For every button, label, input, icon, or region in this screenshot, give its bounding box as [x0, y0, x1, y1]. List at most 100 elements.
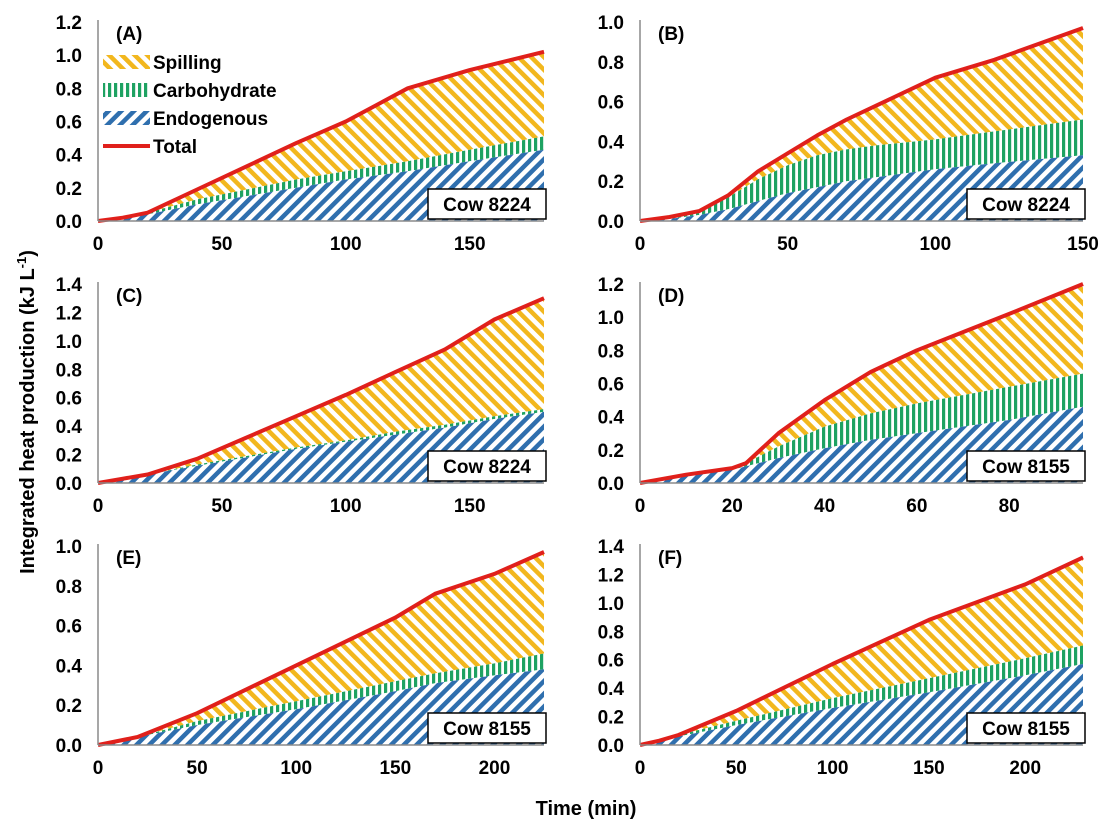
panel-b-cow-box	[966, 188, 1086, 220]
panel-f-ytick-label: 0.8	[598, 622, 624, 643]
x-axis-title: Time (min)	[536, 798, 637, 820]
panel-f-ytick-label: 1.0	[598, 594, 624, 615]
y-axis-title: Integrated heat production (kJ L-1)	[14, 250, 39, 574]
panel-c-ytick-label: 1.2	[56, 303, 82, 324]
panel-e-xtick-label: 150	[379, 758, 411, 779]
panel-a-cow-box	[427, 188, 547, 220]
panel-d-xtick-label: 40	[814, 496, 835, 517]
panel-b-total-line	[639, 26, 1084, 223]
panel-f-xtick-label: 200	[1009, 758, 1041, 779]
panel-f-ytick-label: 0.4	[598, 679, 625, 700]
panel-e-cow-box	[427, 712, 547, 744]
panel-a-ytick-label: 0.8	[56, 79, 82, 100]
legend-label-spilling: Spilling	[153, 53, 222, 74]
panel-b-ytick-label: 0.6	[598, 93, 624, 114]
panel-f-total-line	[639, 555, 1084, 747]
panel-a-xtick-label: 50	[211, 234, 232, 255]
panel-c-xtick-label: 50	[211, 496, 232, 517]
legend-swatch-endogenous	[103, 111, 150, 125]
panel-e-label: (E)	[116, 548, 141, 569]
panel-a-xtick-label: 150	[454, 234, 486, 255]
panel-d-cow-box	[966, 450, 1086, 482]
legend-swatch-spilling	[103, 55, 150, 69]
panel-b-xtick-label: 100	[919, 234, 951, 255]
panel-b-ytick-label: 0.0	[598, 212, 624, 233]
panel-d-xtick-label: 60	[906, 496, 927, 517]
panel-b-xtick-label: 150	[1067, 234, 1099, 255]
panel-b-xtick-label: 50	[777, 234, 798, 255]
panel-a-ytick-label: 1.2	[56, 13, 82, 34]
panel-c-carbohydrate-area	[98, 409, 544, 483]
panel-c-xtick-label: 0	[93, 496, 104, 517]
panel-b-carbohydrate-area	[640, 119, 1083, 221]
panel-a-ytick-label: 0.4	[56, 146, 83, 167]
panel-f-label: (F)	[658, 548, 682, 569]
panel-f-xtick-label: 150	[913, 758, 945, 779]
panel-e-ytick-label: 0.4	[56, 656, 83, 677]
panel-f-cow-box	[966, 712, 1086, 744]
panel-d-ytick-label: 1.0	[598, 308, 624, 329]
legend: Spilling Carbohydrate Endogenous Total	[103, 53, 277, 158]
panel-a-ytick-label: 1.0	[56, 46, 82, 67]
panel-d-ytick-label: 0.4	[598, 408, 625, 429]
panel-d-xtick-label: 0	[635, 496, 646, 517]
panel-a-xtick-label: 0	[93, 234, 104, 255]
panel-f-ytick-label: 0.0	[598, 736, 624, 757]
panel-c-ytick-label: 1.4	[56, 275, 83, 296]
panel-f-cow-label: Cow 8155	[982, 719, 1070, 740]
panel-c-ytick-label: 0.6	[56, 389, 82, 410]
panel-d-ytick-label: 0.8	[598, 341, 624, 362]
panel-b-ytick-label: 0.2	[598, 172, 624, 193]
panel-d-cow-label: Cow 8155	[982, 457, 1070, 478]
panel-c-spilling-area	[98, 298, 544, 483]
panel-c-ytick-label: 0.2	[56, 446, 82, 467]
y-axis-title-main: Integrated heat production (kJ L	[17, 268, 39, 574]
panel-a: 0.0 0.2 0.4 0.6 0.8 1.0 1.2 0 50 100 150 (A) Cow 822…	[56, 13, 547, 255]
panel-a-spilling-area	[98, 51, 544, 221]
panel-b: 0.0 0.2 0.4 0.6 0.8 1.0 0 50 100 150 (B) Cow 8224	[598, 13, 1099, 255]
panel-d-spilling-area	[640, 284, 1083, 483]
panel-c-ytick-label: 1.0	[56, 332, 82, 353]
panel-e-xtick-label: 0	[93, 758, 104, 779]
panel-d-ytick-label: 1.2	[598, 275, 624, 296]
panel-a-total-line	[97, 49, 545, 223]
panel-a-xtick-label: 100	[330, 234, 362, 255]
panel-e-ytick-label: 0.0	[56, 736, 82, 757]
panel-a-label: (A)	[116, 24, 142, 45]
panel-f-ytick-label: 0.6	[598, 651, 624, 672]
panel-b-ytick-label: 1.0	[598, 13, 624, 34]
panel-c-label: (C)	[116, 286, 142, 307]
panel-c-cow-label: Cow 8224	[443, 457, 531, 478]
panel-f-carbohydrate-area	[640, 645, 1083, 745]
panel-d: 0.0 0.2 0.4 0.6 0.8 1.0 1.2 0 20 40 60 80 (D) Cow 815…	[598, 275, 1086, 517]
panel-a-ytick-label: 0.0	[56, 212, 82, 233]
y-axis-title-end: )	[17, 250, 39, 257]
panel-d-xtick-label: 80	[999, 496, 1020, 517]
panel-e-total-line	[97, 550, 545, 747]
panel-e-ytick-label: 0.6	[56, 617, 82, 638]
panel-c-xtick-label: 150	[454, 496, 486, 517]
legend-label-total: Total	[153, 137, 197, 158]
panel-c-ytick-label: 0.0	[56, 474, 82, 495]
panel-a-cow-label: Cow 8224	[443, 195, 531, 216]
legend-swatch-carbohydrate	[103, 83, 150, 97]
panel-c-xtick-label: 100	[330, 496, 362, 517]
panel-e-ytick-label: 0.2	[56, 696, 82, 717]
panel-d-ytick-label: 0.6	[598, 375, 624, 396]
panel-e-xtick-label: 200	[479, 758, 511, 779]
panel-c-ytick-label: 0.4	[56, 417, 83, 438]
panel-e-ytick-label: 1.0	[56, 537, 82, 558]
panel-d-label: (D)	[658, 286, 684, 307]
panel-d-ytick-label: 0.0	[598, 474, 624, 495]
panel-b-ytick-label: 0.4	[598, 132, 625, 153]
panel-a-ytick-label: 0.6	[56, 113, 82, 134]
panel-f-ytick-label: 1.4	[598, 537, 625, 558]
panel-f: 0.0 0.2 0.4 0.6 0.8 1.0 1.2 1.4 0 50 100 150 200 (F) C…	[598, 537, 1086, 779]
panel-b-cow-label: Cow 8224	[982, 195, 1070, 216]
panel-b-spilling-area	[640, 28, 1083, 221]
panel-b-ytick-label: 0.8	[598, 53, 624, 74]
panel-c: 0.0 0.2 0.4 0.6 0.8 1.0 1.2 1.4 0 50 100 150 (C) Cow …	[56, 275, 547, 517]
panel-e-carbohydrate-area	[98, 653, 544, 745]
panel-e-spilling-area	[98, 552, 544, 745]
